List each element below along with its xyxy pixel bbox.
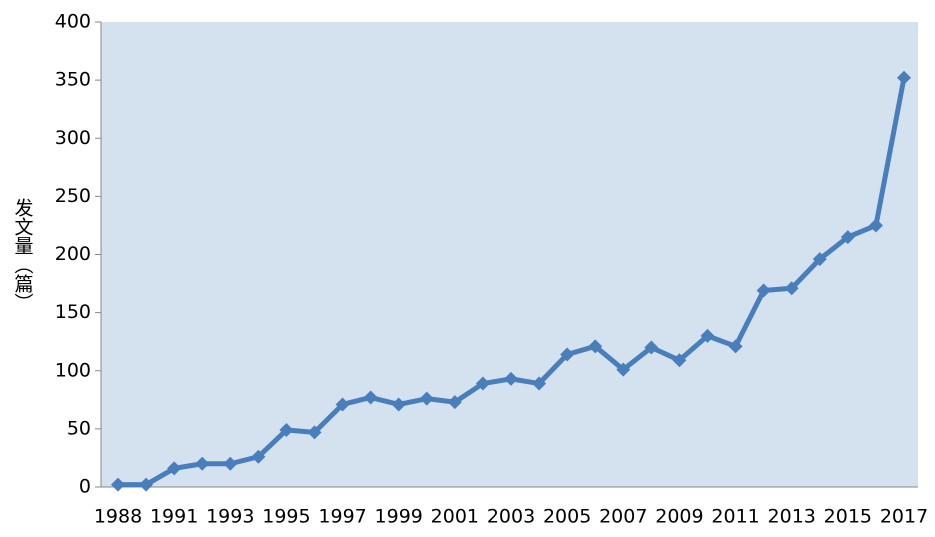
point-marker [672, 353, 687, 368]
point-marker [335, 397, 350, 412]
point-marker [251, 449, 266, 464]
y-tick-label: 350 [55, 69, 91, 91]
point-marker [195, 456, 210, 471]
x-tick-label: 1997 [318, 506, 366, 528]
point-marker [111, 477, 125, 492]
point-marker [644, 340, 659, 355]
y-tick-label: 250 [55, 185, 91, 207]
plot-area [101, 22, 918, 487]
point-marker [447, 395, 462, 410]
x-tick-label: 2011 [711, 506, 759, 528]
y-axis-label: 发文量（篇） [12, 198, 34, 312]
point-marker [391, 397, 406, 412]
y-tick-label: 150 [55, 301, 91, 323]
x-tick-label: 2009 [655, 506, 703, 528]
point-marker [616, 362, 631, 377]
point-marker [560, 347, 575, 362]
x-tick-label: 1995 [262, 506, 310, 528]
point-marker [868, 218, 883, 233]
point-marker [475, 376, 490, 391]
x-tick-label: 1988 [94, 506, 142, 528]
x-tick-label: 2005 [543, 506, 591, 528]
point-marker [588, 339, 603, 354]
point-marker [812, 252, 827, 267]
point-marker [419, 391, 434, 406]
point-marker [532, 376, 547, 391]
y-tick-label: 50 [67, 417, 91, 439]
y-tick-label: 200 [55, 243, 91, 265]
y-tick-label: 0 [79, 476, 91, 498]
x-tick-label: 1999 [375, 506, 423, 528]
x-tick-label: 2003 [487, 506, 535, 528]
x-tick-label: 2015 [824, 506, 872, 528]
x-tick-label: 2017 [880, 506, 928, 528]
point-marker [307, 425, 322, 440]
x-tick-label: 2001 [431, 506, 479, 528]
x-tick-label: 2007 [599, 506, 647, 528]
y-tick-label: 400 [55, 11, 91, 33]
point-marker [897, 70, 911, 85]
point-marker [728, 339, 743, 354]
point-marker [504, 371, 518, 386]
point-marker [167, 461, 182, 476]
point-marker [784, 281, 799, 296]
point-marker [279, 423, 294, 438]
point-marker [840, 230, 855, 245]
x-tick-label: 2013 [768, 506, 816, 528]
x-tick-label: 1991 [150, 506, 198, 528]
y-tick-label: 300 [55, 127, 91, 149]
point-marker [139, 477, 154, 492]
point-marker [363, 390, 378, 405]
y-tick-label: 100 [55, 359, 91, 381]
x-tick-label: 1993 [206, 506, 254, 528]
point-marker [756, 283, 771, 298]
point-marker [223, 456, 238, 471]
point-marker [700, 328, 715, 343]
